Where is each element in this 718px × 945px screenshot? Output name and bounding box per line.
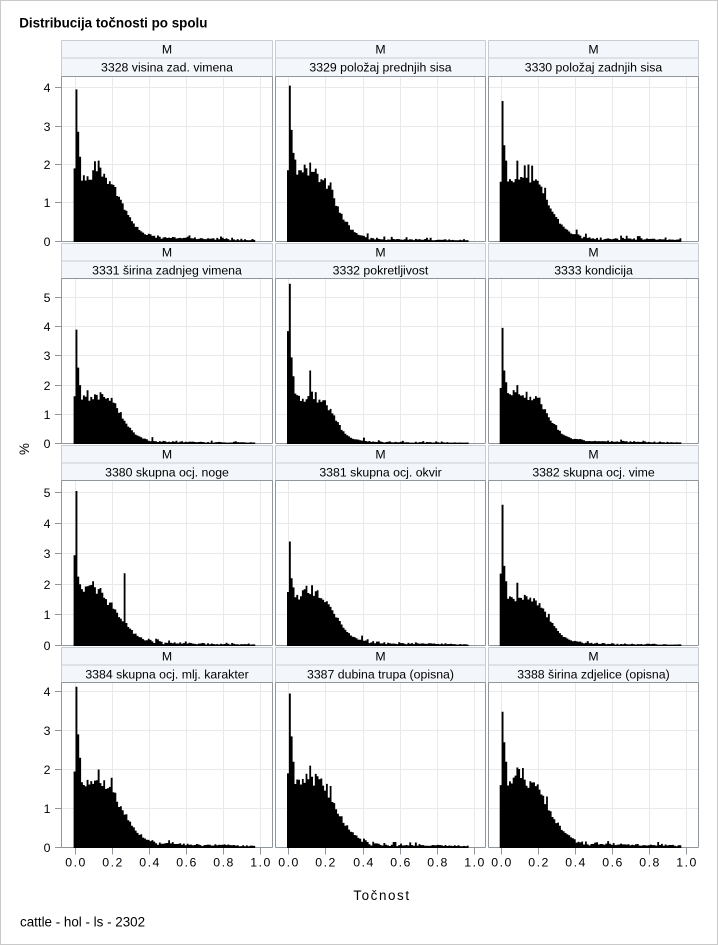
svg-text:3331 širina zadnjeg vimena: 3331 širina zadnjeg vimena (92, 263, 242, 277)
svg-text:Distribucija točnosti po spolu: Distribucija točnosti po spolu (19, 16, 207, 31)
svg-text:3: 3 (44, 349, 51, 363)
svg-text:0: 0 (44, 841, 51, 855)
svg-text:3388 širina zdjelice (opisna): 3388 širina zdjelice (opisna) (517, 667, 669, 681)
svg-text:3384 skupna ocj. mlj. karakter: 3384 skupna ocj. mlj. karakter (85, 667, 248, 681)
svg-text:0.6: 0.6 (390, 856, 412, 870)
svg-text:0: 0 (44, 639, 51, 653)
svg-text:1.0: 1.0 (464, 856, 486, 870)
svg-text:M: M (588, 42, 598, 56)
svg-text:%: % (17, 443, 32, 455)
svg-text:2: 2 (44, 763, 51, 777)
svg-text:M: M (162, 649, 172, 663)
svg-text:4: 4 (44, 320, 51, 334)
svg-text:1: 1 (44, 408, 51, 422)
svg-text:3387 dubina trupa (opisna): 3387 dubina trupa (opisna) (307, 667, 454, 681)
svg-text:M: M (588, 649, 598, 663)
svg-text:M: M (162, 42, 172, 56)
svg-text:2: 2 (44, 379, 51, 393)
svg-text:4: 4 (44, 81, 51, 95)
svg-text:2: 2 (44, 158, 51, 172)
svg-text:0.4: 0.4 (565, 856, 587, 870)
svg-text:M: M (588, 447, 598, 461)
svg-text:1.0: 1.0 (676, 856, 698, 870)
svg-text:0.0: 0.0 (65, 856, 87, 870)
svg-text:3: 3 (44, 120, 51, 134)
svg-text:1: 1 (44, 196, 51, 210)
svg-text:0.8: 0.8 (427, 856, 449, 870)
svg-text:3330 položaj zadnjih sisa: 3330 položaj zadnjih sisa (525, 60, 663, 74)
svg-text:3380 skupna ocj. noge: 3380 skupna ocj. noge (105, 465, 229, 479)
svg-text:5: 5 (44, 291, 51, 305)
svg-text:0.4: 0.4 (139, 856, 161, 870)
svg-text:0.4: 0.4 (353, 856, 375, 870)
svg-text:M: M (588, 245, 598, 259)
svg-text:0.0: 0.0 (278, 856, 300, 870)
svg-text:0.8: 0.8 (639, 856, 661, 870)
svg-text:M: M (375, 42, 385, 56)
svg-text:3381 skupna ocj. okvir: 3381 skupna ocj. okvir (319, 465, 441, 479)
svg-text:0.2: 0.2 (102, 856, 124, 870)
svg-text:M: M (375, 245, 385, 259)
svg-text:M: M (375, 447, 385, 461)
svg-text:0.2: 0.2 (315, 856, 337, 870)
svg-text:3332 pokretljivost: 3332 pokretljivost (333, 263, 429, 277)
svg-text:0.8: 0.8 (213, 856, 235, 870)
svg-text:Točnost: Točnost (353, 888, 410, 903)
svg-text:2: 2 (44, 578, 51, 592)
svg-text:0.2: 0.2 (528, 856, 550, 870)
svg-text:0.6: 0.6 (176, 856, 198, 870)
svg-text:3: 3 (44, 547, 51, 561)
svg-text:1: 1 (44, 802, 51, 816)
svg-text:1.0: 1.0 (250, 856, 272, 870)
svg-text:3: 3 (44, 724, 51, 738)
svg-text:cattle - hol - ls - 2302: cattle - hol - ls - 2302 (20, 915, 145, 930)
svg-text:3333 kondicija: 3333 kondicija (554, 263, 633, 277)
svg-text:0.6: 0.6 (602, 856, 624, 870)
svg-text:M: M (162, 245, 172, 259)
svg-text:0.0: 0.0 (491, 856, 513, 870)
svg-text:3329 položaj prednjih sisa: 3329 položaj prednjih sisa (309, 60, 451, 74)
svg-text:5: 5 (44, 486, 51, 500)
svg-text:M: M (162, 447, 172, 461)
svg-text:M: M (375, 649, 385, 663)
svg-text:0: 0 (44, 235, 51, 249)
svg-text:3382 skupna ocj. vime: 3382 skupna ocj. vime (532, 465, 655, 479)
svg-text:0: 0 (44, 437, 51, 451)
svg-text:3328 visina zad. vimena: 3328 visina zad. vimena (101, 60, 233, 74)
svg-text:4: 4 (44, 685, 51, 699)
svg-text:4: 4 (44, 517, 51, 531)
svg-text:1: 1 (44, 608, 51, 622)
